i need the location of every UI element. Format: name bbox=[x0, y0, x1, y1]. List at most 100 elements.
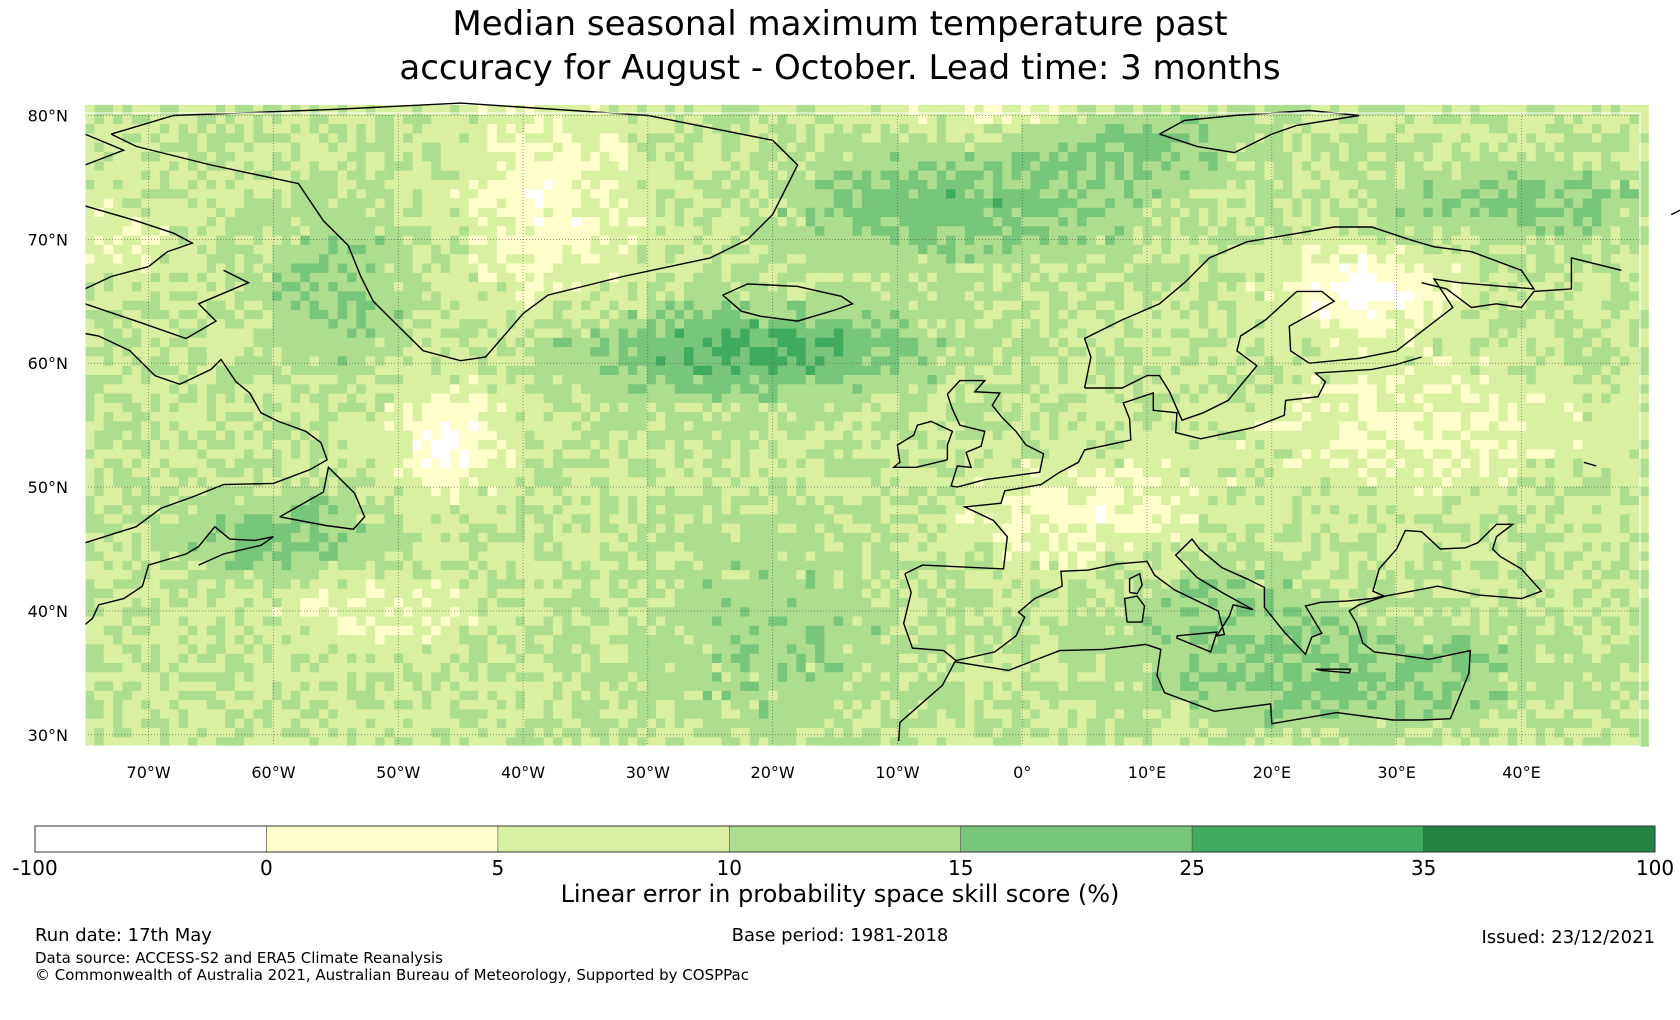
skill-cell bbox=[946, 550, 957, 561]
skill-cell bbox=[983, 523, 994, 533]
skill-cell bbox=[1058, 653, 1069, 663]
skill-cell bbox=[1292, 513, 1303, 524]
skill-cell bbox=[1030, 727, 1041, 738]
skill-cell bbox=[777, 671, 788, 682]
skill-cell bbox=[1142, 476, 1153, 487]
skill-cell bbox=[328, 671, 339, 682]
skill-cell bbox=[758, 495, 769, 506]
skill-cell bbox=[1339, 643, 1350, 654]
skill-cell bbox=[553, 606, 563, 617]
skill-cell bbox=[1535, 550, 1546, 561]
skill-cell bbox=[955, 634, 966, 645]
skill-cell bbox=[1105, 504, 1116, 515]
skill-cell bbox=[1264, 569, 1275, 580]
skill-cell bbox=[131, 671, 142, 682]
skill-cell bbox=[1077, 690, 1088, 701]
skill-cell bbox=[1039, 569, 1050, 580]
skill-cell bbox=[309, 597, 320, 608]
skill-cell bbox=[1507, 681, 1518, 691]
skill-cell bbox=[1554, 736, 1565, 747]
skill-cell bbox=[450, 653, 460, 663]
skill-cell bbox=[581, 681, 592, 691]
skill-cell bbox=[1039, 495, 1050, 506]
skill-cell bbox=[599, 681, 610, 691]
skill-cell bbox=[1638, 615, 1649, 626]
skill-cell bbox=[646, 671, 657, 682]
skill-cell bbox=[1423, 495, 1434, 506]
skill-cell bbox=[890, 560, 900, 571]
skill-cell bbox=[908, 467, 919, 478]
skill-cell bbox=[1049, 597, 1060, 608]
skill-cell bbox=[543, 578, 554, 589]
skill-cell bbox=[1320, 588, 1331, 598]
skill-cell bbox=[553, 467, 563, 478]
skill-cell bbox=[122, 467, 133, 478]
skill-cell bbox=[403, 708, 414, 719]
skill-cell bbox=[496, 606, 507, 617]
skill-cell bbox=[1058, 708, 1069, 719]
skill-cell bbox=[496, 467, 507, 478]
skill-cell bbox=[1554, 625, 1565, 636]
skill-cell bbox=[730, 681, 741, 691]
skill-cell bbox=[150, 653, 161, 663]
skill-cell bbox=[1526, 718, 1537, 728]
skill-cell bbox=[1404, 467, 1415, 478]
skill-cell bbox=[1386, 513, 1396, 524]
skill-cell bbox=[1189, 532, 1200, 543]
skill-cell bbox=[365, 681, 376, 691]
skill-cell bbox=[1133, 485, 1144, 496]
skill-cell bbox=[1507, 699, 1518, 710]
skill-cell bbox=[1180, 578, 1191, 589]
skill-cell bbox=[1423, 690, 1434, 701]
skill-cell bbox=[1563, 578, 1574, 589]
skill-cell bbox=[1638, 588, 1649, 598]
skill-cell bbox=[534, 653, 545, 663]
skill-cell bbox=[730, 569, 741, 580]
skill-cell bbox=[131, 727, 142, 738]
skill-cell bbox=[749, 643, 760, 654]
skill-cell bbox=[1470, 690, 1481, 701]
skill-cell bbox=[618, 625, 629, 636]
skill-cell bbox=[1301, 532, 1312, 543]
skill-cell bbox=[992, 485, 1003, 496]
skill-cell bbox=[393, 588, 404, 598]
skill-cell bbox=[992, 513, 1003, 524]
skill-cell bbox=[1638, 569, 1649, 580]
skill-cell bbox=[1208, 606, 1219, 617]
skill-cell bbox=[815, 643, 826, 654]
skill-cell bbox=[955, 606, 966, 617]
skill-cell bbox=[1030, 532, 1041, 543]
skill-cell bbox=[206, 467, 217, 478]
skill-cell bbox=[749, 699, 760, 710]
skill-cell bbox=[375, 634, 386, 645]
skill-cell bbox=[234, 476, 245, 487]
skill-cell bbox=[918, 634, 928, 645]
skill-cell bbox=[609, 560, 620, 571]
skill-cell bbox=[431, 736, 442, 747]
skill-cell bbox=[1507, 569, 1518, 580]
skill-cell bbox=[730, 643, 741, 654]
skill-cell bbox=[309, 532, 320, 543]
skill-cell bbox=[815, 606, 826, 617]
skill-cell bbox=[758, 523, 769, 533]
skill-cell bbox=[1198, 523, 1209, 533]
skill-cell bbox=[290, 560, 301, 571]
skill-cell bbox=[1030, 736, 1041, 747]
skill-cell bbox=[1367, 495, 1378, 506]
skill-cell bbox=[1451, 708, 1462, 719]
skill-cell bbox=[122, 541, 133, 552]
skill-cell bbox=[1367, 690, 1378, 701]
skill-cell bbox=[1526, 634, 1537, 645]
skill-cell bbox=[440, 485, 451, 496]
skill-cell bbox=[777, 606, 788, 617]
skill-cell bbox=[712, 560, 723, 571]
skill-cell bbox=[393, 569, 404, 580]
skill-cell bbox=[543, 560, 554, 571]
skill-cell bbox=[1236, 467, 1247, 478]
skill-cell bbox=[590, 643, 601, 654]
skill-cell bbox=[543, 643, 554, 654]
skill-cell bbox=[1049, 708, 1060, 719]
skill-cell bbox=[637, 495, 648, 506]
skill-cell bbox=[1189, 671, 1200, 682]
skill-cell bbox=[1198, 736, 1209, 747]
